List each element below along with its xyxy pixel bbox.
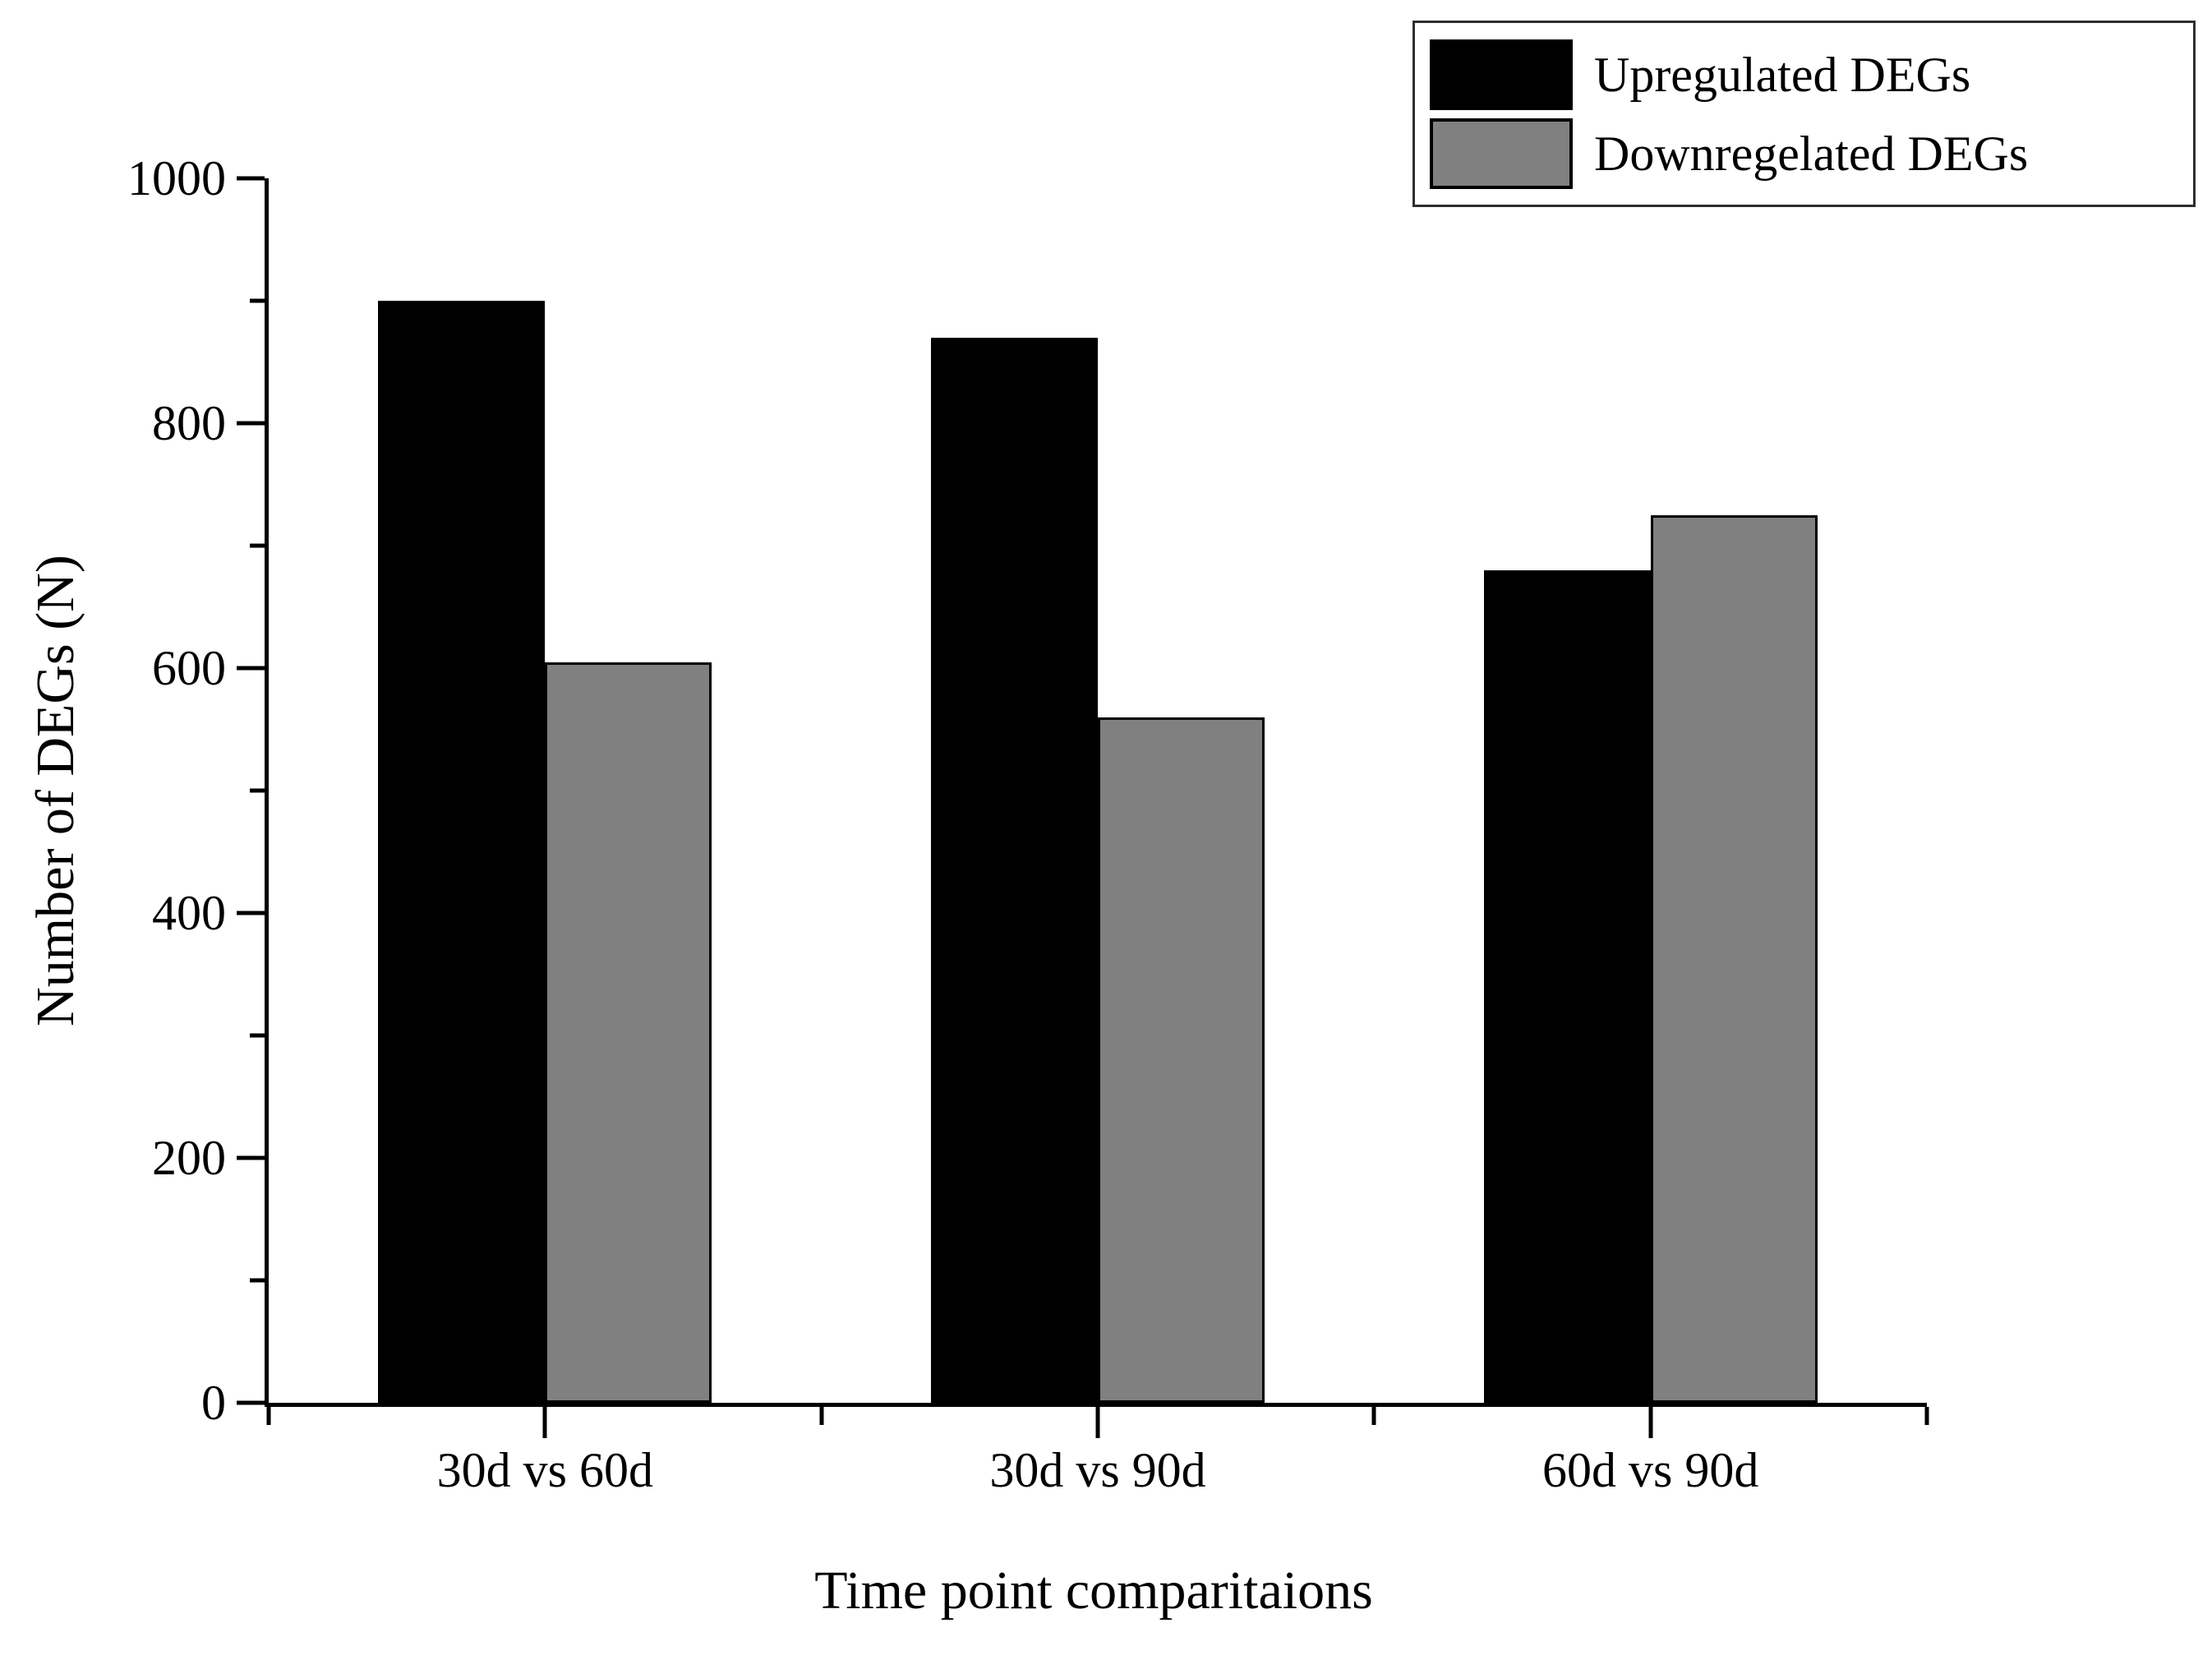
legend-item-downregulated: Downregelated DEGs [1430, 118, 2193, 189]
y-tick-label: 200 [152, 1131, 226, 1185]
y-tick-label: 600 [152, 641, 226, 695]
y-axis-major-tick [237, 666, 265, 671]
y-axis-minor-tick [250, 298, 265, 303]
y-axis-minor-tick [250, 1033, 265, 1038]
bar-downregulated-60d-vs-90d [1650, 514, 1818, 1403]
y-tick-label: 400 [152, 886, 226, 940]
legend-item-upregulated: Upregulated DEGs [1430, 39, 2193, 110]
x-axis-major-tick [542, 1407, 547, 1438]
legend-swatch-upregulated-icon [1430, 39, 1573, 110]
legend-box: Upregulated DEGs Downregelated DEGs [1412, 21, 2196, 207]
x-axis-minor-tick [266, 1407, 271, 1425]
x-axis-major-tick [1095, 1407, 1100, 1438]
bar-upregulated-60d-vs-90d [1483, 569, 1651, 1403]
x-axis-minor-tick [1371, 1407, 1376, 1425]
legend-swatch-downregulated-icon [1430, 118, 1573, 189]
legend-label-downregulated: Downregelated DEGs [1594, 126, 2029, 181]
x-tick-label: 30d vs 90d [989, 1443, 1206, 1497]
y-tick-label: 0 [201, 1376, 226, 1430]
y-axis-minor-tick [250, 543, 265, 548]
y-axis-title: Number of DEGs (N) [25, 555, 85, 1026]
x-axis-major-tick [1648, 1407, 1653, 1438]
plot-area: 30d vs 60d 30d vs 90d 60d vs 90d 0 200 400 600… [127, 154, 1929, 1495]
x-tick-label: 60d vs 90d [1541, 1443, 1759, 1497]
bar-downregulated-30d-vs-60d [545, 662, 712, 1403]
bar-downregulated-30d-vs-90d [1098, 717, 1265, 1403]
x-axis-minor-tick [1924, 1407, 1929, 1425]
x-axis-title: Time point comparitaions [814, 1561, 1373, 1621]
y-axis-minor-tick [250, 788, 265, 793]
y-tick-label: 1000 [127, 151, 226, 205]
bar-upregulated-30d-vs-60d [378, 301, 546, 1403]
x-axis-minor-tick [819, 1407, 824, 1425]
x-tick-label: 30d vs 60d [436, 1443, 654, 1497]
y-axis-major-tick [237, 1155, 265, 1160]
y-axis-major-tick [237, 421, 265, 426]
legend-label-upregulated: Upregulated DEGs [1594, 47, 1971, 102]
y-tick-label: 800 [152, 396, 226, 450]
y-axis-minor-tick [250, 1278, 265, 1283]
bar-upregulated-30d-vs-90d [931, 337, 1098, 1403]
y-axis-major-tick [237, 911, 265, 915]
y-axis-major-tick [237, 176, 265, 181]
y-axis-major-tick [237, 1400, 265, 1405]
